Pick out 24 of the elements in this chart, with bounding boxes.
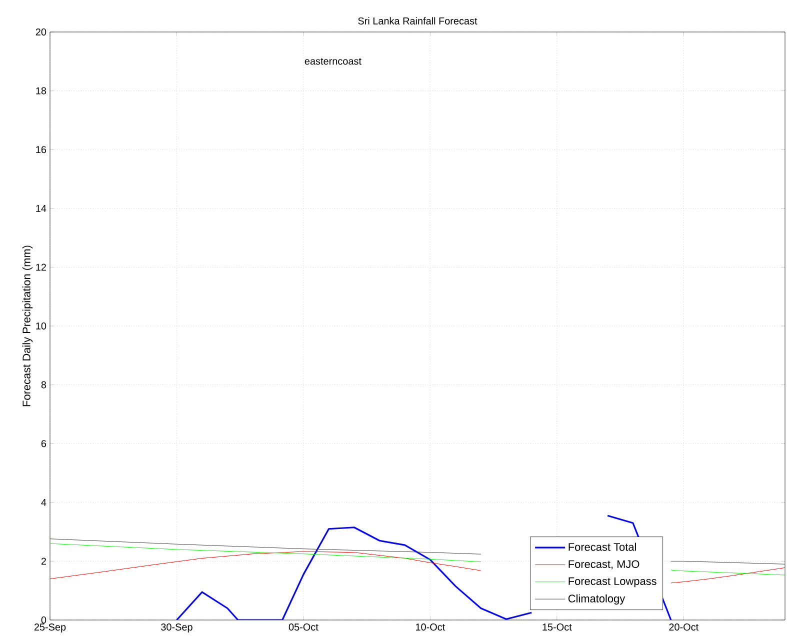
x-tick-label: 05-Oct <box>288 624 318 631</box>
y-tick-label: 0 <box>41 616 46 624</box>
y-tick-label: 4 <box>41 498 46 506</box>
x-tick-label: 10-Oct <box>416 624 446 631</box>
y-tick-label: 14 <box>36 204 46 212</box>
legend-label: Forecast Total <box>568 542 636 551</box>
y-tick-label: 16 <box>36 146 46 154</box>
y-tick-label: 10 <box>36 322 46 330</box>
y-tick-label: 20 <box>36 28 46 36</box>
legend-label: Forecast Lowpass <box>568 577 656 588</box>
legend-label: Forecast, MJO <box>568 560 640 570</box>
y-axis-title: Forecast Daily Precipitation (mm) <box>22 246 33 406</box>
x-tick-label: 20-Oct <box>669 624 699 631</box>
x-tick-label: 25-Sep <box>34 624 66 633</box>
x-tick-label: 30-Sep <box>161 624 192 633</box>
annotation: easterncoast <box>304 58 362 65</box>
legend-label: Climatology <box>568 594 626 605</box>
y-tick-label: 6 <box>41 440 46 448</box>
y-tick-label: 18 <box>36 87 46 94</box>
y-tick-label: 12 <box>36 264 46 271</box>
x-tick-label: 15-Oct <box>542 624 572 631</box>
y-tick-label: 8 <box>41 381 46 388</box>
chart-title: Sri Lanka Rainfall Forecast <box>358 17 478 24</box>
y-tick-label: 2 <box>41 558 46 565</box>
